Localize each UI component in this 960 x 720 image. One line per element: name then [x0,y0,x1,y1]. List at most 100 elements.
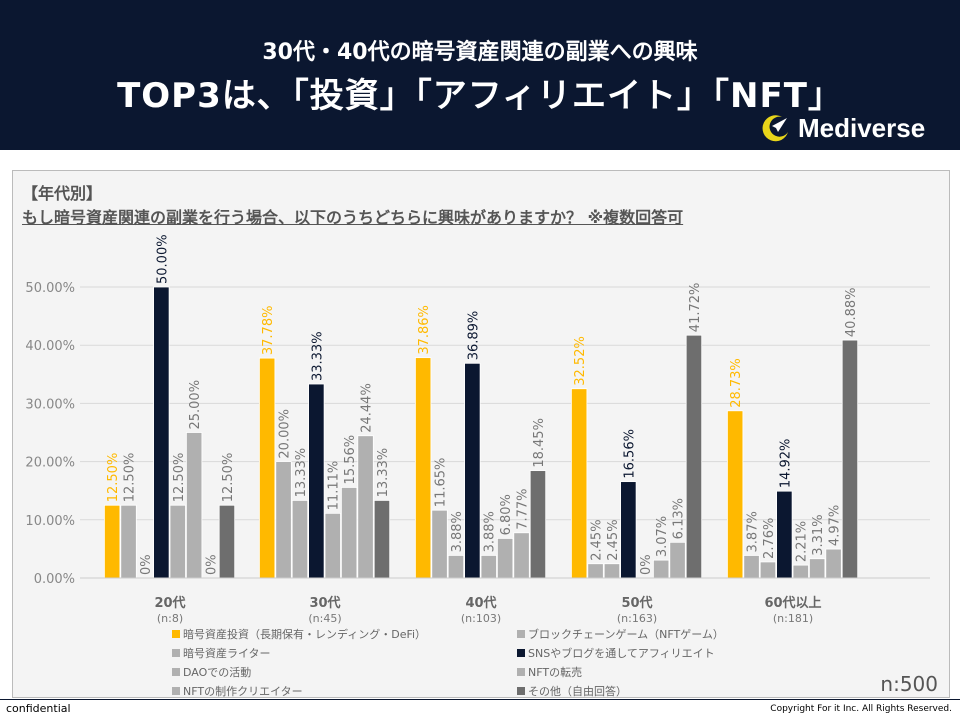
data-label: 18.45% [532,418,547,468]
bar [431,509,448,579]
data-label: 3.87% [746,511,761,552]
chart-legend: 暗号資産投資（長期保有・レンディング・DeFi） ブロックチェーンゲーム（NFTゲ… [172,626,772,699]
data-label: 3.88% [483,511,498,552]
bar [340,487,358,579]
legend-label: SNSやブログを通してアフィリエイト [528,647,715,660]
bar [218,504,236,579]
data-label: 41.72% [688,283,703,333]
data-label: 20.00% [278,409,293,459]
rocket-moon-icon [762,115,788,142]
bar [841,339,859,579]
data-label: 12.50% [106,453,121,503]
data-label: 37.78% [261,306,276,356]
data-label: 36.89% [466,311,481,361]
legend-swatch [172,687,180,695]
data-label: 40.88% [844,288,859,338]
bar [357,435,374,579]
legend-item: NFTの転売 [517,664,772,680]
category-n-label: (n:163) [617,612,657,625]
bar [587,563,604,579]
bar [373,500,391,579]
bar [104,504,121,579]
legend-label: DAOでの活動 [183,666,252,679]
bar [291,500,309,579]
data-label: 3.31% [811,514,826,555]
bar [685,334,703,579]
data-label: 6.13% [672,498,687,539]
data-label: 12.50% [172,453,187,503]
header-title: TOP3は、「投資」「アフィリエイト」「NFT」 [117,76,843,116]
bar [275,461,292,579]
bar [620,481,637,579]
data-label: 13.33% [294,448,309,498]
bar [464,362,481,579]
legend-swatch [517,687,525,695]
bar [153,286,170,579]
mediverse-logo: Mediverse [760,112,925,144]
logo-text: Mediverse [798,112,926,143]
data-label: 24.44% [360,383,375,433]
legend-item: 暗号資産ライター [172,645,517,661]
copyright: Copyright For it Inc. All Rights Reserve… [770,704,952,714]
bar [727,410,744,579]
legend-item: 暗号資産投資（長期保有・レンディング・DeFi） [172,626,517,642]
data-label: 2.45% [606,519,621,560]
bar [571,388,588,579]
bar [776,490,793,579]
bar [120,504,137,579]
category-label: 20代 [154,595,185,611]
bar [792,564,809,579]
y-tick-label: 50.00% [25,281,75,296]
data-label: 28.73% [729,358,744,408]
category-n-label: (n:45) [308,612,341,625]
data-label: 7.77% [516,488,531,529]
bar [496,538,514,579]
legend-swatch [172,630,180,638]
confidential-label: confidential [6,702,71,715]
legend-item: DAOでの活動 [172,664,517,680]
legend-item: NFTの制作クリエイター [172,683,517,699]
legend-label: NFTの制作クリエイター [183,685,303,698]
bar [653,559,670,579]
bar [258,357,276,579]
legend-label: 暗号資産ライター [183,647,271,660]
bar [669,541,686,579]
category-label: 40代 [465,595,496,611]
legend-swatch [172,668,180,676]
legend-label: その他（自由回答） [528,685,627,698]
y-tick-label: 10.00% [25,514,75,529]
y-tick-label: 20.00% [25,456,75,471]
data-label: 4.97% [828,505,843,546]
legend-label: NFTの転売 [528,666,583,679]
footer-divider [0,699,960,700]
legend-swatch [517,630,525,638]
legend-label: 暗号資産投資（長期保有・レンディング・DeFi） [183,628,427,641]
header-banner: 30代・40代の暗号資産関連の副業への興味 TOP3は、「投資」「アフィリエイト… [0,0,960,150]
bar [743,555,760,579]
y-tick-label: 40.00% [25,339,75,354]
data-label: 14.92% [778,439,793,489]
category-n-label: (n:181) [773,612,813,625]
y-tick-label: 0.00% [34,572,75,587]
bar [414,357,432,579]
bar [308,383,325,579]
category-label: 50代 [621,595,652,611]
legend-swatch [517,649,525,657]
data-label: 32.52% [573,336,588,386]
legend-item: ブロックチェーンゲーム（NFTゲーム） [517,626,772,642]
data-label: 13.33% [376,448,391,498]
data-label: 12.50% [221,453,236,503]
data-label: 0% [639,554,654,575]
legend-swatch [172,649,180,657]
bar [324,512,341,579]
data-label: 2.21% [795,521,810,562]
bar [447,555,465,579]
data-label: 11.65% [434,458,449,508]
question-text: もし暗号資産関連の副業を行う場合、以下のうちどちらに興味がありますか？ ※複数回… [22,208,684,227]
category-n-label: (n:8) [157,612,183,625]
data-label: 50.00% [155,234,170,284]
bar [809,558,826,579]
legend-swatch [517,668,525,676]
bar [513,532,530,579]
